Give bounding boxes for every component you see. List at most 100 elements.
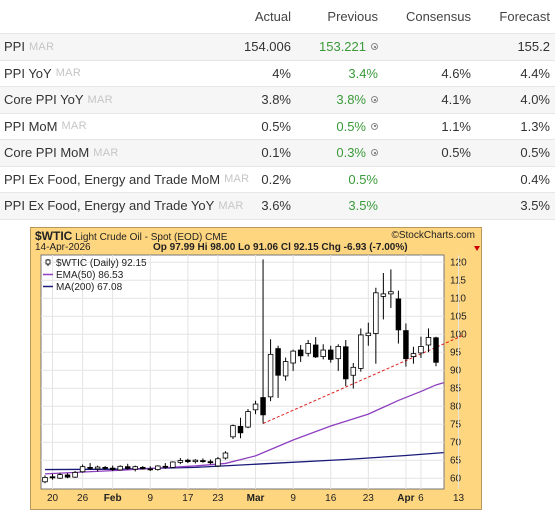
candle: [132, 465, 138, 472]
x-tick-label: Mar: [247, 493, 265, 504]
candle: [290, 349, 296, 371]
table-row: Core PPI YoY MAR 3.8% 3.8% 4.1% 4.0%: [0, 87, 555, 114]
period-label: MAR: [55, 67, 82, 80]
candle: [320, 344, 326, 360]
indicator-name[interactable]: PPI Ex Food, Energy and Trade YoY MAR: [4, 193, 244, 219]
indicator-name-text[interactable]: PPI: [4, 39, 25, 55]
forecast-value: 1.3%: [520, 118, 550, 134]
chart-ticker: $WTIC: [35, 229, 73, 243]
indicator-name-text[interactable]: PPI MoM: [4, 118, 58, 134]
price-chart[interactable]: $WTIC Light Crude Oil - Spot (EOD) CME ©…: [30, 227, 482, 510]
candle-body: [79, 466, 86, 473]
candle-body: [290, 350, 296, 364]
y-tick-label: 85: [450, 384, 462, 395]
candle: [425, 328, 432, 353]
candle: [358, 328, 364, 372]
table-row: Core PPI MoM MAR 0.1% 0.3% 0.5% 0.5%: [0, 140, 555, 167]
economic-calendar-table: Actual Previous Consensus Forecast PPI MA…: [0, 0, 555, 220]
candle: [380, 273, 387, 320]
forecast-value: 0.4%: [520, 171, 550, 187]
candle-body: [170, 461, 176, 468]
indicator-name-text[interactable]: PPI Ex Food, Energy and Trade YoY: [4, 198, 215, 214]
indicator-name[interactable]: PPI MAR: [4, 34, 54, 60]
candle-body: [132, 466, 138, 470]
candle: [365, 322, 372, 346]
x-tick-label: 17: [182, 493, 194, 504]
header-forecast: Forecast: [499, 9, 550, 24]
x-tick-label: Feb: [104, 493, 122, 504]
trendline: [262, 334, 465, 424]
candle-body: [215, 458, 221, 467]
candle: [297, 345, 304, 362]
header-actual: Actual: [254, 9, 291, 24]
candle: [245, 409, 251, 429]
candle-body: [305, 343, 311, 354]
revised-icon[interactable]: [371, 122, 378, 130]
candle-body: [373, 292, 379, 334]
candle-body: [327, 349, 334, 360]
candle-body: [282, 361, 289, 377]
candle: [433, 336, 439, 367]
y-tick-label: 65: [450, 456, 462, 467]
candle-body: [320, 349, 326, 357]
candle: [373, 287, 379, 364]
candle-body: [418, 346, 424, 354]
candle-body: [124, 466, 131, 469]
candle: [117, 465, 123, 471]
x-tick-label: 26: [77, 493, 89, 504]
candle-body: [192, 459, 199, 463]
period-label: MAR: [28, 40, 55, 53]
indicator-name-text[interactable]: Core PPI MoM: [4, 145, 90, 161]
candle: [124, 463, 131, 470]
candle: [388, 269, 394, 308]
x-tick-label: 23: [363, 493, 375, 504]
y-tick-label: 60: [450, 474, 462, 485]
legend-ema: EMA(50) 86.53: [56, 270, 124, 281]
header-consensus: Consensus: [405, 9, 471, 24]
revised-icon[interactable]: [371, 43, 378, 51]
candle: [260, 259, 266, 424]
candle: [94, 465, 101, 472]
candle: [282, 357, 289, 381]
forecast-value: 155.2: [517, 39, 550, 55]
previous-value: 3.5%: [348, 193, 378, 219]
table-row: PPI YoY MAR 4% 3.4% 4.6% 4.4%: [0, 61, 555, 87]
previous-value-text: 3.5%: [348, 198, 378, 214]
candle: [155, 465, 161, 471]
indicator-name[interactable]: PPI MoM MAR: [4, 114, 87, 140]
indicator-name[interactable]: PPI Ex Food, Energy and Trade MoM MAR: [4, 167, 249, 193]
candle-body: [49, 476, 56, 479]
candle-body: [380, 293, 387, 297]
revised-icon[interactable]: [371, 149, 378, 157]
indicator-name[interactable]: Core PPI YoY MAR: [4, 87, 113, 113]
candle: [49, 473, 56, 480]
indicator-name-text[interactable]: Core PPI YoY: [4, 92, 84, 108]
candle: [403, 323, 409, 367]
chart-date: 14-Apr-2026: [35, 242, 91, 253]
candle: [177, 458, 184, 465]
chart-canvas: 60657075808590951001051101151202026Feb91…: [40, 246, 480, 504]
candle-body: [403, 330, 409, 360]
candle-body: [297, 349, 304, 357]
ema50-line: [44, 382, 444, 475]
candle-body: [117, 465, 123, 471]
consensus-value: 4.6%: [441, 65, 471, 81]
candle-body: [350, 366, 357, 376]
candle: [147, 466, 154, 471]
x-tick-label: 9: [290, 493, 296, 504]
candle-body: [177, 460, 184, 463]
candle-body: [222, 452, 229, 459]
candle: [185, 458, 191, 464]
indicator-name-text[interactable]: PPI Ex Food, Energy and Trade MoM: [4, 171, 221, 187]
indicator-name[interactable]: PPI YoY MAR: [4, 61, 81, 87]
revised-icon[interactable]: [371, 96, 378, 104]
candle-body: [358, 334, 364, 369]
actual-value: 4%: [272, 65, 291, 81]
indicator-name[interactable]: Core PPI MoM MAR: [4, 140, 119, 166]
indicator-name-text[interactable]: PPI YoY: [4, 65, 52, 81]
table-row: PPI Ex Food, Energy and Trade YoY MAR 3.6%…: [0, 193, 555, 220]
candle-body: [109, 467, 116, 470]
previous-value-text: 0.3%: [336, 145, 366, 161]
candle: [350, 363, 357, 389]
candle: [230, 424, 236, 439]
